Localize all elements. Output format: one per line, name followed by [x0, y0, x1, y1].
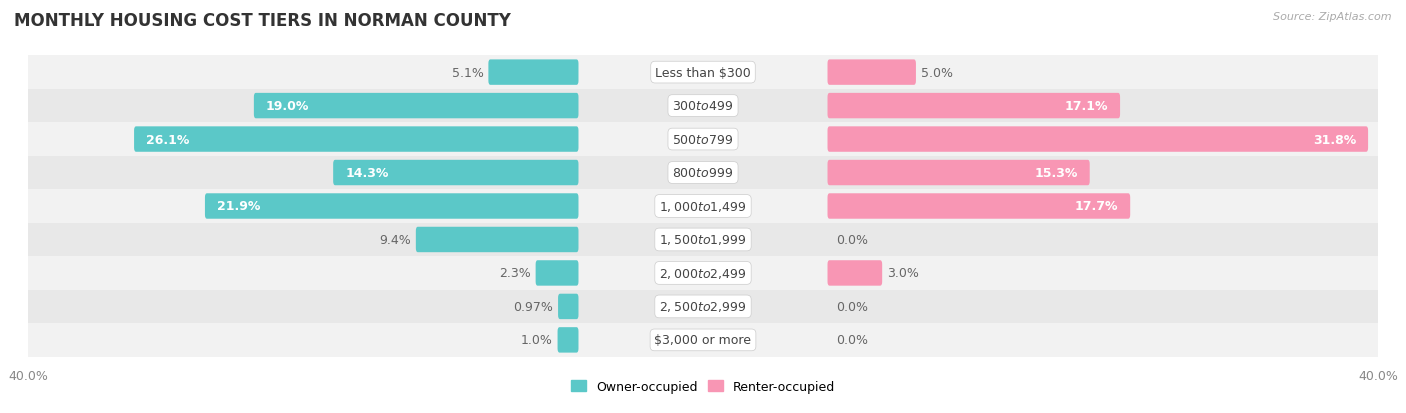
Text: $1,000 to $1,499: $1,000 to $1,499	[659, 199, 747, 214]
Text: $800 to $999: $800 to $999	[672, 166, 734, 180]
Text: 9.4%: 9.4%	[380, 233, 411, 247]
Bar	[11, 190, 1395, 223]
Legend: Owner-occupied, Renter-occupied: Owner-occupied, Renter-occupied	[567, 375, 839, 398]
FancyBboxPatch shape	[333, 160, 578, 186]
Text: 5.0%: 5.0%	[921, 66, 953, 79]
FancyBboxPatch shape	[416, 227, 578, 253]
Bar	[11, 56, 1395, 90]
Bar	[11, 90, 1395, 123]
FancyBboxPatch shape	[828, 127, 1368, 152]
Text: $2,500 to $2,999: $2,500 to $2,999	[659, 300, 747, 313]
Text: 26.1%: 26.1%	[146, 133, 190, 146]
Text: $3,000 or more: $3,000 or more	[655, 334, 751, 347]
Text: 17.1%: 17.1%	[1064, 100, 1108, 113]
Text: MONTHLY HOUSING COST TIERS IN NORMAN COUNTY: MONTHLY HOUSING COST TIERS IN NORMAN COU…	[14, 12, 510, 30]
FancyBboxPatch shape	[828, 160, 1090, 186]
Text: 14.3%: 14.3%	[346, 166, 388, 180]
Text: 3.0%: 3.0%	[887, 267, 918, 280]
Bar	[11, 256, 1395, 290]
Text: 0.0%: 0.0%	[837, 334, 869, 347]
FancyBboxPatch shape	[828, 94, 1121, 119]
Text: 1.0%: 1.0%	[522, 334, 553, 347]
FancyBboxPatch shape	[205, 194, 578, 219]
Text: 21.9%: 21.9%	[217, 200, 260, 213]
Text: 17.7%: 17.7%	[1074, 200, 1118, 213]
Text: 2.3%: 2.3%	[499, 267, 531, 280]
Text: 5.1%: 5.1%	[451, 66, 484, 79]
Bar	[11, 157, 1395, 190]
FancyBboxPatch shape	[558, 328, 578, 353]
Text: 0.0%: 0.0%	[837, 300, 869, 313]
Text: Source: ZipAtlas.com: Source: ZipAtlas.com	[1274, 12, 1392, 22]
FancyBboxPatch shape	[254, 94, 578, 119]
Text: $300 to $499: $300 to $499	[672, 100, 734, 113]
Text: $2,000 to $2,499: $2,000 to $2,499	[659, 266, 747, 280]
Text: $500 to $799: $500 to $799	[672, 133, 734, 146]
Text: 31.8%: 31.8%	[1313, 133, 1355, 146]
Text: $1,500 to $1,999: $1,500 to $1,999	[659, 233, 747, 247]
Bar	[11, 323, 1395, 357]
Text: 0.0%: 0.0%	[837, 233, 869, 247]
Text: 0.97%: 0.97%	[513, 300, 554, 313]
FancyBboxPatch shape	[488, 60, 578, 85]
Bar	[11, 290, 1395, 323]
Text: 19.0%: 19.0%	[266, 100, 309, 113]
FancyBboxPatch shape	[536, 261, 578, 286]
FancyBboxPatch shape	[558, 294, 578, 319]
Text: Less than $300: Less than $300	[655, 66, 751, 79]
FancyBboxPatch shape	[828, 194, 1130, 219]
FancyBboxPatch shape	[134, 127, 578, 152]
Text: 15.3%: 15.3%	[1035, 166, 1077, 180]
Bar	[11, 223, 1395, 256]
Bar	[11, 123, 1395, 157]
FancyBboxPatch shape	[828, 261, 882, 286]
FancyBboxPatch shape	[828, 60, 915, 85]
